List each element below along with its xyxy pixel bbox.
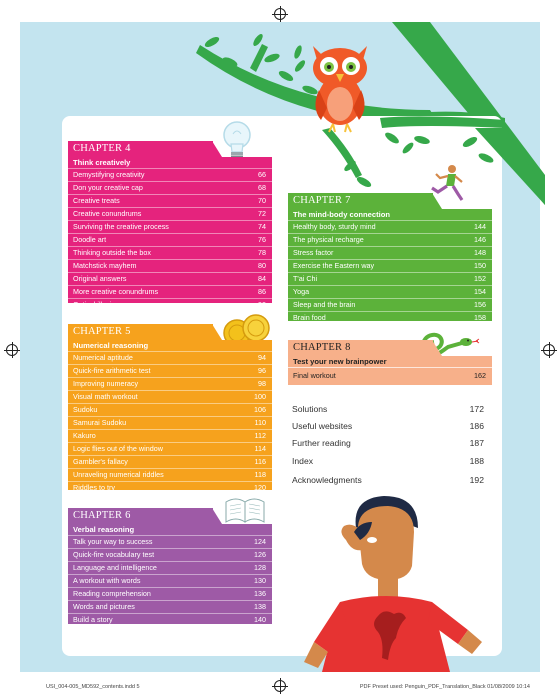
toc-row[interactable]: Surviving the creative process 74 xyxy=(68,220,272,233)
toc-row[interactable]: Yoga 154 xyxy=(288,285,492,298)
toc-row[interactable]: Healthy body, sturdy mind 144 xyxy=(288,220,492,233)
registration-mark-top xyxy=(272,6,288,22)
toc-row[interactable]: Riddles to try 120 xyxy=(68,481,272,494)
chapter-6-title: Verbal reasoning xyxy=(73,525,135,534)
toc-row[interactable]: Exercise the Eastern way 150 xyxy=(288,259,492,272)
chapter-7-tab: CHAPTER 7 xyxy=(288,193,433,209)
chapter-7-title: The mind-body connection xyxy=(293,210,391,219)
toc-row[interactable]: Don your creative cap 68 xyxy=(68,181,272,194)
toc-row[interactable]: Talk your way to success 124 xyxy=(68,535,272,548)
running-man-icon xyxy=(431,165,464,201)
tab-notch xyxy=(428,340,442,356)
toc-row[interactable]: Sudoku 106 xyxy=(68,403,272,416)
chapter-6-tab: CHAPTER 6 xyxy=(68,508,213,524)
toc-row[interactable]: Words and pictures 138 xyxy=(68,600,272,613)
toc-row[interactable]: Language and intelligence 128 xyxy=(68,561,272,574)
toc-row[interactable]: A workout with words 130 xyxy=(68,574,272,587)
toc-row[interactable]: Quick-fire arithmetic test 96 xyxy=(68,364,272,377)
tab-notch xyxy=(428,193,442,209)
chapter-7-box: CHAPTER 7 The mind-body connection Healt… xyxy=(288,193,492,324)
toc-row[interactable]: Matchstick mayhem 80 xyxy=(68,259,272,272)
chapter-5-tab: CHAPTER 5 xyxy=(68,324,213,340)
chapter-8-box: CHAPTER 8 Test your new brainpower Final… xyxy=(288,340,492,385)
toc-row[interactable]: Doodle art 76 xyxy=(68,233,272,246)
toc-row[interactable]: Samurai Sudoku 110 xyxy=(68,416,272,429)
toc-row[interactable]: Numerical aptitude 94 xyxy=(68,351,272,364)
chapter-4-tab: CHAPTER 4 xyxy=(68,141,213,157)
toc-row[interactable]: Logic flies out of the window 114 xyxy=(68,442,272,455)
tab-notch xyxy=(208,324,222,340)
toc-row-further-reading[interactable]: Further reading 187 xyxy=(292,438,484,448)
toc-row[interactable]: Thinking outside the box 78 xyxy=(68,246,272,259)
chapter-5-box: CHAPTER 5 Numerical reasoning Numerical … xyxy=(68,324,272,492)
chapter-5-title: Numerical reasoning xyxy=(73,341,149,350)
toc-row[interactable]: Gambler's fallacy 116 xyxy=(68,455,272,468)
toc-row[interactable]: Reading comprehension 136 xyxy=(68,587,272,600)
toc-row-solutions[interactable]: Solutions 172 xyxy=(292,404,484,414)
footer-slug-left: USI_004-005_MD592_contents.indd 5 xyxy=(46,684,140,690)
toc-row-acknowledgments[interactable]: Acknowledgments 192 xyxy=(292,475,484,485)
toc-row[interactable]: Improving numeracy 98 xyxy=(68,377,272,390)
toc-row[interactable]: Build a story 140 xyxy=(68,613,272,626)
toc-row[interactable]: Optical illusions 90 xyxy=(68,298,272,311)
registration-mark-bottom xyxy=(272,678,288,694)
toc-row[interactable]: Demystifying creativity 66 xyxy=(68,168,272,181)
toc-row[interactable]: Creative conundrums 72 xyxy=(68,207,272,220)
toc-row[interactable]: More creative conundrums 86 xyxy=(68,285,272,298)
toc-row-index[interactable]: Index 188 xyxy=(292,456,484,466)
chapter-8-title: Test your new brainpower xyxy=(293,357,387,366)
toc-row[interactable]: Visual math workout 100 xyxy=(68,390,272,403)
toc-row[interactable]: Kakuro 112 xyxy=(68,429,272,442)
toc-row[interactable]: T'ai Chi 152 xyxy=(288,272,492,285)
footer-slug-right: PDF Preset used: Penguin_PDF_Translation… xyxy=(359,684,530,690)
tab-notch xyxy=(208,141,222,157)
registration-mark-right xyxy=(541,342,557,358)
chapter-4-title: Think creatively xyxy=(73,158,131,167)
toc-row[interactable]: Sleep and the brain 156 xyxy=(288,298,492,311)
toc-row[interactable]: Quick-fire vocabulary test 126 xyxy=(68,548,272,561)
gold-coins-icon xyxy=(223,314,270,347)
toc-row[interactable]: Brain food 158 xyxy=(288,311,492,324)
owl-icon xyxy=(313,46,367,133)
toc-row[interactable]: The physical recharge 146 xyxy=(288,233,492,246)
toc-row[interactable]: Creative treats 70 xyxy=(68,194,272,207)
registration-mark-left xyxy=(4,342,20,358)
toc-row[interactable]: Unraveling numerical riddles 118 xyxy=(68,468,272,481)
toc-row[interactable]: Stress factor 148 xyxy=(288,246,492,259)
toc-row-useful-websites[interactable]: Useful websites 186 xyxy=(292,421,484,431)
boy-illustration xyxy=(304,496,482,672)
chapter-4-box: CHAPTER 4 Think creatively Demystifying … xyxy=(68,141,272,309)
chapter-8-tab: CHAPTER 8 xyxy=(288,340,433,356)
toc-row[interactable]: Final workout 162 xyxy=(288,367,492,384)
chapter-6-box: CHAPTER 6 Verbal reasoning Talk your way… xyxy=(68,508,272,624)
open-book-icon xyxy=(225,498,265,523)
toc-row[interactable]: Original answers 84 xyxy=(68,272,272,285)
tab-notch xyxy=(208,508,222,524)
